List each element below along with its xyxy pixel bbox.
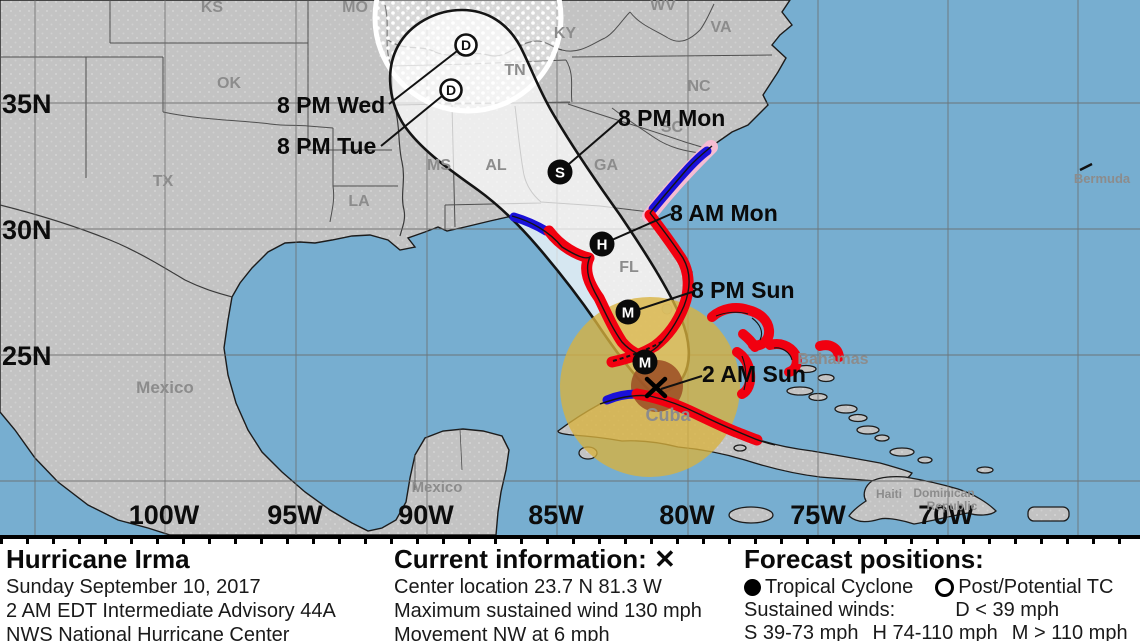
puerto-rico-island	[1027, 506, 1070, 522]
wind-category-m: M > 110 mph	[1011, 622, 1128, 641]
svg-text:D: D	[446, 82, 456, 98]
degree-tick-marks	[0, 539, 1140, 544]
svg-text:KY: KY	[554, 25, 577, 42]
time-annotations: 8 PM Wed 8 PM Tue 8 PM Mon 8 AM Mon 8 PM…	[277, 92, 806, 387]
advisory-date: Sunday September 10, 2017	[6, 576, 261, 598]
lon-label-80w: 80W	[659, 500, 715, 530]
yucatan-mexico-label: Mexico	[412, 479, 463, 496]
marker-m-8pm-sun: M	[615, 299, 641, 325]
wind-categories-row: S 39-73 mph H 74-110 mph M > 110 mph	[744, 622, 1136, 641]
movement: Movement NW at 6 mph	[394, 624, 610, 641]
svg-text:8 PM Sun: 8 PM Sun	[691, 277, 795, 303]
grid-lines	[0, 0, 1140, 535]
dominican-republic-label2: Republic	[927, 499, 978, 513]
label-pointer-lines	[380, 47, 703, 390]
tropical-cyclone-label: Tropical Cyclone	[765, 576, 914, 598]
storm-title: Hurricane Irma	[6, 544, 190, 574]
svg-text:TX: TX	[153, 173, 174, 190]
svg-text:VA: VA	[710, 19, 731, 36]
coastline-overlays	[511, 145, 793, 446]
advisory-number: 2 AM EDT Intermediate Advisory 44A	[6, 600, 336, 622]
sustained-winds-row: Sustained winds: D < 39 mph	[744, 599, 1136, 622]
wind-category-s: S 39-73 mph	[744, 622, 859, 641]
svg-text:M: M	[639, 355, 652, 372]
hispaniola-island	[848, 475, 997, 525]
open-circle-icon	[935, 578, 955, 597]
current-info-column: Current information: ✕ Center location 2…	[394, 545, 739, 641]
svg-text:NC: NC	[687, 78, 711, 95]
agency-name: NWS National Hurricane Center	[6, 624, 290, 641]
place-labels: Mexico Mexico Cuba Bahamas Bermuda Haiti…	[136, 171, 1131, 513]
lat-label-35n: 35N	[2, 89, 52, 119]
svg-text:D: D	[461, 37, 471, 53]
dominican-republic-label: Dominican	[913, 486, 974, 500]
svg-text:LA: LA	[348, 193, 370, 210]
jamaica-island	[728, 506, 774, 524]
forecast-cone	[388, 8, 691, 396]
current-info-title: Current information: ✕	[394, 544, 676, 574]
lat-label-25n: 25N	[2, 341, 52, 371]
hurricane-warning-red-bahamas	[707, 303, 844, 399]
svg-text:8 PM Wed: 8 PM Wed	[277, 92, 385, 118]
graticule-labels: 35N 30N 25N 100W 95W 90W 85W 80W 75W 70W	[2, 89, 974, 530]
svg-text:TN: TN	[504, 62, 525, 79]
x-symbol: ✕	[654, 544, 676, 574]
lon-label-100w: 100W	[129, 500, 200, 530]
svg-text:2 AM Sun: 2 AM Sun	[702, 361, 806, 387]
sustained-winds-label: Sustained winds:	[744, 599, 896, 621]
lon-label-90w: 90W	[398, 500, 454, 530]
svg-text:MS: MS	[427, 157, 451, 174]
svg-text:FL: FL	[619, 259, 639, 276]
current-position-x-marker	[644, 376, 668, 399]
svg-text:OK: OK	[217, 75, 241, 92]
svg-text:WV: WV	[650, 0, 676, 14]
lat-label-30n: 30N	[2, 215, 52, 245]
us-mexico-border	[0, 204, 233, 298]
svg-text:H: H	[597, 237, 608, 254]
svg-text:KS: KS	[201, 0, 224, 16]
mexico-label: Mexico	[136, 378, 194, 397]
lon-label-70w: 70W	[918, 500, 974, 530]
svg-text:8 AM Mon: 8 AM Mon	[670, 200, 778, 226]
lon-label-75w: 75W	[790, 500, 846, 530]
forecast-position-markers: D D S H M M	[439, 33, 658, 375]
post-potential-label: Post/Potential TC	[958, 576, 1114, 598]
storm-info-column: Hurricane Irma Sunday September 10, 2017…	[6, 545, 386, 641]
svg-text:S: S	[555, 165, 565, 182]
svg-text:8 PM Mon: 8 PM Mon	[618, 105, 725, 131]
marker-m-8am-sun: M	[632, 349, 658, 375]
marker-d-8pm-tue: D	[439, 78, 463, 102]
svg-text:8 PM Tue: 8 PM Tue	[277, 133, 376, 159]
max-wind: Maximum sustained wind 130 mph	[394, 600, 702, 622]
svg-text:AL: AL	[485, 157, 507, 174]
wind-category-d: D < 39 mph	[955, 599, 1060, 621]
forecast-cone-map: 35N 30N 25N 100W 95W 90W 85W 80W 75W 70W…	[0, 0, 1140, 535]
marker-type-legend: Tropical Cyclone Post/Potential TC	[744, 576, 1136, 599]
forecast-positions-title: Forecast positions:	[744, 544, 984, 574]
filled-circle-icon	[744, 579, 761, 596]
svg-text:M: M	[622, 305, 635, 322]
svg-text:MO: MO	[342, 0, 368, 16]
bahamas-label: Bahamas	[797, 351, 868, 368]
bermuda-label: Bermuda	[1074, 171, 1131, 186]
lon-label-95w: 95W	[267, 500, 323, 530]
wind-category-h: H 74-110 mph	[872, 622, 998, 641]
forecast-legend-column: Forecast positions: Tropical Cyclone Pos…	[744, 545, 1136, 641]
marker-s-8pm-mon: S	[547, 159, 573, 185]
cuba-label: Cuba	[646, 405, 692, 425]
svg-text:GA: GA	[594, 157, 618, 174]
bermuda-island	[1079, 162, 1093, 172]
lon-label-85w: 85W	[528, 500, 584, 530]
marker-d-8pm-wed: D	[454, 33, 478, 57]
haiti-label: Haiti	[876, 487, 902, 501]
map-canvas: 35N 30N 25N 100W 95W 90W 85W 80W 75W 70W…	[0, 0, 1140, 535]
state-labels: KS MO OK TX LA MS AL GA FL TN KY WV VA N…	[153, 0, 732, 276]
info-bar: Hurricane Irma Sunday September 10, 2017…	[0, 535, 1140, 641]
center-location: Center location 23.7 N 81.3 W	[394, 576, 662, 598]
svg-text:SC: SC	[661, 119, 684, 136]
marker-h-8am-mon: H	[589, 231, 615, 257]
